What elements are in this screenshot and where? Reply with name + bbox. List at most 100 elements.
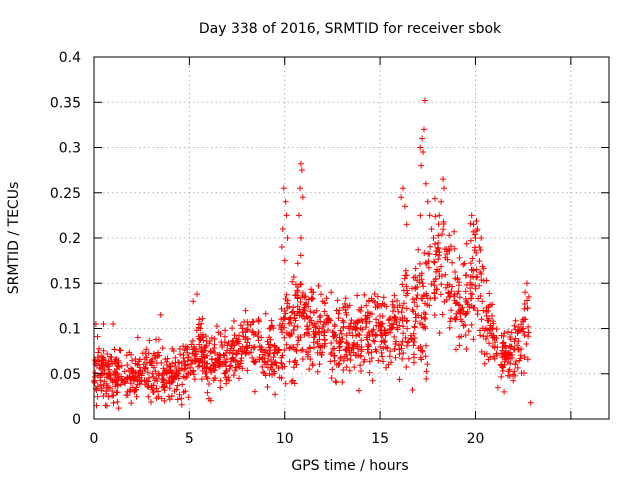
- data-point: [229, 337, 236, 344]
- data-point: [123, 352, 130, 359]
- x-axis-title: GPS time / hours: [291, 458, 408, 474]
- data-point: [266, 350, 273, 357]
- data-point: [433, 268, 440, 275]
- data-point: [356, 332, 363, 339]
- data-point: [418, 314, 425, 321]
- data-point: [421, 300, 428, 307]
- data-point: [269, 361, 276, 368]
- data-point: [143, 354, 150, 361]
- data-point: [134, 361, 141, 368]
- data-point: [452, 346, 459, 353]
- data-point: [294, 260, 301, 267]
- data-point: [521, 316, 528, 323]
- x-tick-label: 15: [371, 431, 389, 447]
- data-point: [176, 346, 183, 353]
- data-point: [524, 356, 531, 363]
- data-point: [328, 289, 335, 296]
- data-point: [249, 328, 256, 335]
- data-point: [512, 361, 519, 368]
- data-point: [443, 248, 450, 255]
- data-point: [366, 358, 373, 365]
- data-point: [355, 345, 362, 352]
- data-point: [489, 301, 496, 308]
- data-point: [474, 225, 481, 232]
- data-point: [507, 360, 514, 367]
- data-point: [424, 361, 431, 368]
- data-point: [516, 327, 523, 334]
- data-point: [251, 359, 258, 366]
- data-point: [246, 342, 253, 349]
- data-point: [422, 180, 429, 187]
- data-point: [191, 352, 198, 359]
- data-point: [524, 305, 531, 312]
- data-point: [315, 329, 322, 336]
- data-point: [380, 294, 387, 301]
- data-point: [212, 375, 219, 382]
- data-point: [166, 396, 173, 403]
- data-point: [191, 343, 198, 350]
- data-point: [305, 303, 312, 310]
- data-point: [337, 339, 344, 346]
- data-point: [357, 352, 364, 359]
- data-point: [339, 379, 346, 386]
- data-point: [146, 374, 153, 381]
- data-point: [264, 364, 271, 371]
- data-point: [360, 358, 367, 365]
- data-point: [244, 335, 251, 342]
- data-point: [381, 338, 388, 345]
- data-point: [112, 356, 119, 363]
- data-point: [207, 348, 214, 355]
- data-point: [468, 266, 475, 273]
- data-point: [451, 297, 458, 304]
- data-point: [163, 379, 170, 386]
- data-point: [282, 198, 289, 205]
- data-point: [207, 365, 214, 372]
- data-point: [363, 302, 370, 309]
- data-point: [391, 334, 398, 341]
- data-point: [191, 376, 198, 383]
- data-point: [396, 376, 403, 383]
- data-point: [155, 336, 162, 343]
- data-point: [393, 338, 400, 345]
- data-point: [219, 361, 226, 368]
- data-point: [132, 386, 139, 393]
- data-point: [418, 276, 425, 283]
- data-point: [436, 249, 443, 256]
- data-point: [472, 282, 479, 289]
- data-point: [94, 333, 101, 340]
- data-point: [400, 300, 407, 307]
- x-tick-label: 20: [467, 431, 485, 447]
- data-point: [353, 332, 360, 339]
- data-point: [229, 338, 236, 345]
- data-point: [208, 335, 215, 342]
- data-point: [278, 359, 285, 366]
- data-point: [502, 342, 509, 349]
- data-point: [159, 345, 166, 352]
- data-point: [364, 346, 371, 353]
- data-point: [440, 176, 447, 183]
- data-point: [420, 283, 427, 290]
- data-point: [254, 333, 261, 340]
- data-point: [282, 380, 289, 387]
- data-point: [93, 402, 100, 409]
- data-point: [335, 315, 342, 322]
- data-point: [378, 338, 385, 345]
- data-point: [481, 351, 488, 358]
- data-point: [505, 328, 512, 335]
- data-point: [505, 350, 512, 357]
- data-point: [432, 240, 439, 247]
- data-point: [264, 384, 271, 391]
- data-point: [309, 362, 316, 369]
- data-point: [128, 357, 135, 364]
- data-point: [198, 320, 205, 327]
- data-point: [259, 363, 266, 370]
- data-point: [215, 329, 222, 336]
- data-point: [435, 232, 442, 239]
- data-point: [512, 358, 519, 365]
- data-point: [341, 300, 348, 307]
- data-point: [201, 354, 208, 361]
- data-point: [514, 364, 521, 371]
- data-point: [391, 304, 398, 311]
- data-point: [512, 335, 519, 342]
- data-point: [184, 349, 191, 356]
